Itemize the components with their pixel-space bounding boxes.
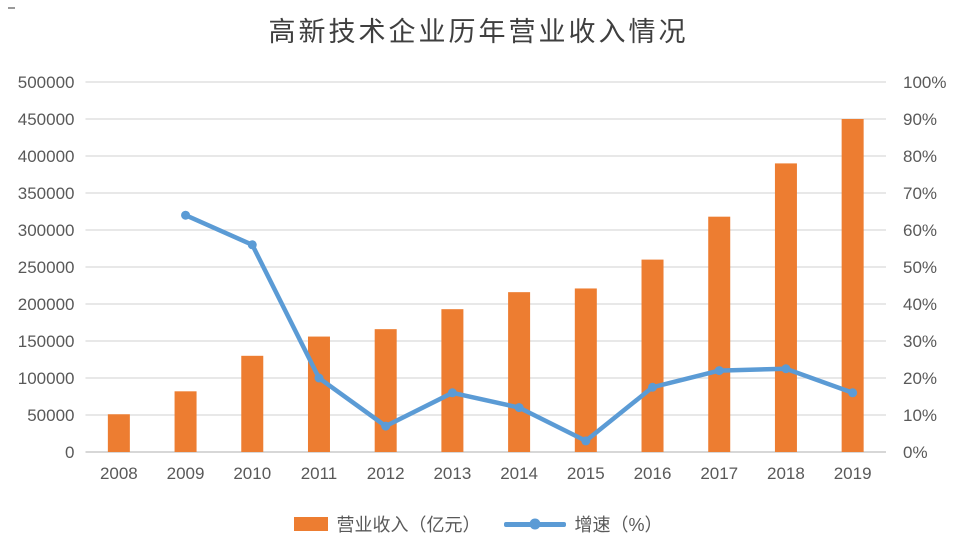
y-axis-right-tick: 10% — [903, 406, 937, 425]
growth-point — [714, 366, 724, 376]
revenue-bar — [441, 309, 464, 452]
y-axis-left-tick: 300000 — [18, 221, 75, 240]
y-axis-right-tick: 80% — [903, 147, 937, 166]
growth-point — [381, 421, 391, 431]
y-axis-left-tick: 400000 — [18, 147, 75, 166]
revenue-bar — [774, 163, 797, 452]
revenue-bar — [241, 355, 264, 452]
growth-point — [447, 388, 457, 398]
growth-point — [247, 240, 257, 250]
revenue-bar-swatch-icon — [294, 517, 329, 531]
revenue-bar — [107, 414, 130, 452]
revenue-bar — [574, 288, 597, 452]
x-axis-tick: 2017 — [700, 464, 738, 483]
y-axis-right-tick: 100% — [903, 73, 946, 92]
revenue-bar — [307, 336, 330, 452]
x-axis-tick: 2014 — [500, 464, 538, 483]
legend-item-growth: 增速（%） — [504, 511, 663, 537]
x-axis-tick: 2018 — [767, 464, 805, 483]
growth-line-swatch-icon — [504, 518, 567, 530]
x-axis-tick: 2019 — [834, 464, 872, 483]
x-axis-tick: 2011 — [301, 464, 338, 483]
growth-point — [781, 364, 791, 374]
y-axis-right-tick: 30% — [903, 332, 937, 351]
y-axis-left-tick: 100000 — [18, 369, 75, 388]
x-axis-tick: 2010 — [233, 464, 271, 483]
y-axis-left-tick: 200000 — [18, 295, 75, 314]
y-axis-left-tick: 450000 — [18, 110, 75, 129]
growth-line-marker-icon — [529, 518, 541, 530]
stray-dash-artifact — [8, 7, 15, 9]
growth-point — [581, 436, 591, 446]
y-axis-right-tick: 20% — [903, 369, 937, 388]
y-axis-left-tick: 150000 — [18, 332, 75, 351]
chart-title: 高新技术企业历年营业收入情况 — [268, 17, 689, 47]
y-axis-right-tick: 0% — [903, 443, 928, 462]
legend-item-revenue: 营业收入（亿元） — [294, 511, 480, 537]
growth-legend-label: 增速（%） — [574, 515, 663, 535]
revenue-bar — [508, 292, 531, 452]
x-axis-tick: 2012 — [367, 464, 405, 483]
y-axis-left-tick: 0 — [65, 443, 74, 462]
y-axis-right-tick: 60% — [903, 221, 937, 240]
growth-point — [848, 388, 858, 398]
revenue-bar — [841, 119, 864, 452]
revenue-bar — [174, 391, 197, 452]
y-axis-left-tick: 50000 — [27, 406, 74, 425]
x-axis-tick: 2015 — [567, 464, 605, 483]
growth-point — [648, 382, 658, 392]
revenue-bar — [374, 329, 397, 452]
y-axis-right-tick: 70% — [903, 184, 937, 203]
revenue-bar — [708, 216, 731, 452]
y-axis-left-tick: 350000 — [18, 184, 75, 203]
y-axis-right-tick: 90% — [903, 110, 937, 129]
growth-point — [314, 373, 324, 383]
revenue-legend-label: 营业收入（亿元） — [336, 515, 481, 535]
y-axis-left-tick: 500000 — [18, 73, 75, 92]
y-axis-left-tick: 250000 — [18, 258, 75, 277]
x-axis-tick: 2008 — [100, 464, 138, 483]
legend: 营业收入（亿元） 增速（%） — [0, 511, 957, 537]
x-axis-tick: 2009 — [167, 464, 205, 483]
revenue-bar — [641, 259, 664, 452]
x-axis-tick: 2016 — [634, 464, 672, 483]
y-axis-right-tick: 40% — [903, 295, 937, 314]
growth-point — [181, 210, 191, 220]
growth-point — [514, 403, 524, 413]
y-axis-right-tick: 50% — [903, 258, 937, 277]
x-axis-tick: 2013 — [433, 464, 471, 483]
